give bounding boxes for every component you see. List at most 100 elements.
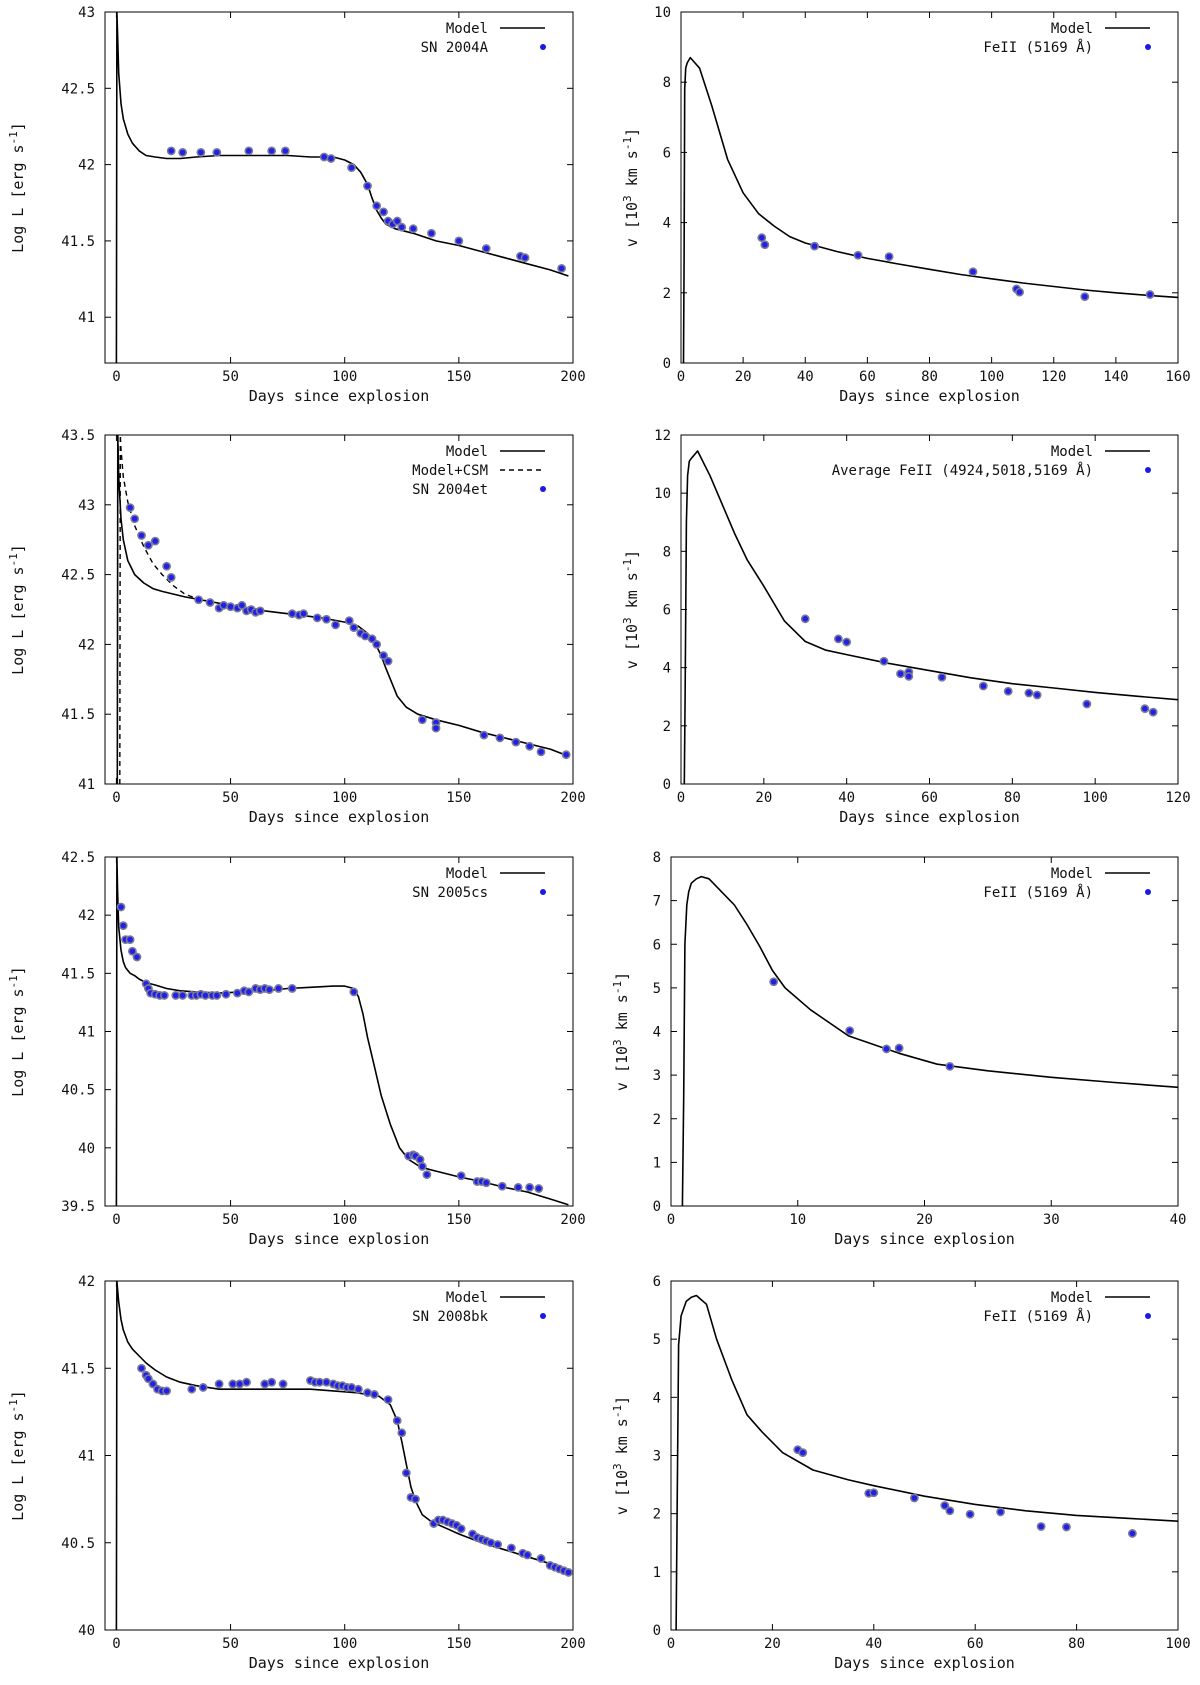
y-tick-label: 2 [653, 1507, 661, 1523]
data-point [143, 1374, 153, 1384]
y-tick-label: 2 [653, 1112, 661, 1128]
data-point [965, 1509, 975, 1519]
data-point [194, 595, 203, 605]
x-tick-label: 100 [332, 369, 357, 385]
legend-marker [540, 486, 546, 492]
data-point [996, 1507, 1005, 1517]
x-tick-label: 50 [222, 1212, 239, 1228]
y-tick-label: 12 [654, 428, 671, 444]
data-point [127, 946, 137, 956]
legend-label: Model [1051, 1290, 1093, 1306]
x-tick-label: 100 [332, 1636, 357, 1652]
data-point [267, 1377, 277, 1387]
data-point [1015, 287, 1024, 297]
data-point [757, 233, 767, 243]
legend-label: Model [446, 866, 488, 882]
data-point [166, 146, 176, 156]
x-tick-label: 150 [446, 790, 471, 806]
y-tick-label: 40 [78, 1623, 95, 1639]
data-points [793, 1445, 1137, 1538]
data-point [132, 952, 142, 962]
y-tick-label: 2 [663, 286, 671, 302]
data-point [945, 1506, 955, 1516]
legend-marker [540, 44, 546, 50]
y-axis-label-part: -1 [621, 559, 634, 572]
x-tick-label: 120 [1165, 790, 1190, 806]
y-tick-label: 10 [654, 5, 671, 21]
y-axis-label-part: 3 [611, 1039, 624, 1046]
data-point [344, 616, 354, 626]
data-point [401, 1468, 411, 1478]
data-point [354, 1384, 363, 1394]
legend-label: FeII (5169 Å) [983, 39, 1093, 56]
data-point [178, 147, 188, 157]
legend-label: Model [446, 21, 488, 37]
x-tick-label: 60 [967, 1636, 984, 1652]
data-point [125, 503, 135, 512]
data-point [536, 1554, 546, 1563]
data-point [810, 241, 819, 251]
x-tick-label: 200 [560, 790, 585, 806]
data-point [392, 1416, 402, 1425]
data-point [520, 253, 530, 263]
y-axis-label: v [103 km s-1] [621, 550, 641, 669]
x-tick-label: 0 [112, 790, 120, 806]
data-point [162, 1386, 172, 1396]
x-tick-label: 40 [865, 1636, 882, 1652]
data-point [198, 1383, 208, 1392]
data-point [347, 163, 356, 173]
data-points [757, 233, 1155, 302]
legend-label: Model [446, 1290, 488, 1306]
model-curve [115, 1281, 569, 1630]
data-point [800, 614, 810, 624]
x-tick-label: 10 [789, 1212, 806, 1228]
y-tick-label: 3 [653, 1068, 661, 1084]
data-points [800, 614, 1158, 717]
data-point [392, 216, 402, 226]
data-point [1148, 707, 1158, 717]
data-point [968, 267, 978, 277]
data-point [534, 1184, 544, 1193]
x-tick-label: 0 [112, 369, 120, 385]
x-axis-label: Days since explosion [249, 1230, 430, 1248]
x-tick-label: 100 [1165, 1636, 1190, 1652]
y-tick-label: 5 [653, 981, 661, 997]
x-tick-label: 50 [222, 1636, 239, 1652]
data-point [242, 1377, 251, 1387]
data-point [1024, 688, 1034, 698]
y-axis-label-part: Log L [erg s [9, 566, 27, 674]
data-point [367, 634, 377, 644]
data-point [219, 600, 229, 610]
y-tick-label: 2 [663, 719, 671, 735]
model-curve [681, 875, 1178, 1206]
data-point [431, 723, 441, 733]
y-axis-label-part: km s [613, 1418, 631, 1463]
data-point [363, 181, 372, 191]
data-point [427, 228, 436, 238]
y-axis-label-part: ] [623, 128, 641, 137]
y-tick-label: 43 [78, 5, 95, 21]
x-tick-label: 200 [560, 369, 585, 385]
x-tick-label: 0 [677, 369, 685, 385]
y-tick-label: 6 [663, 145, 671, 161]
y-tick-label: 7 [653, 894, 661, 910]
data-point [244, 146, 254, 156]
y-axis-label-part: v [10 [623, 624, 641, 669]
data-point [561, 750, 571, 760]
y-tick-label: 4 [663, 216, 671, 232]
data-point [945, 1062, 955, 1071]
data-point [497, 1181, 507, 1191]
data-point [264, 985, 274, 995]
data-point [379, 651, 388, 660]
y-tick-label: 4 [653, 1025, 661, 1041]
chart-panel-a3: 0 50 100 150 200 39.5 40 40.5 41 41.5 42 42.5 Days s… [7, 850, 586, 1248]
data-point [162, 561, 172, 571]
y-tick-label: 42 [78, 637, 95, 653]
y-tick-label: 6 [653, 1274, 661, 1290]
data-point [214, 1379, 224, 1389]
plot-frame [680, 11, 1179, 364]
y-tick-label: 40.5 [61, 1536, 95, 1552]
data-point [564, 1568, 573, 1577]
chart-panel-a4: 0 50 100 150 200 40 40.5 41 41.5 42 Days since exp… [7, 1274, 586, 1672]
